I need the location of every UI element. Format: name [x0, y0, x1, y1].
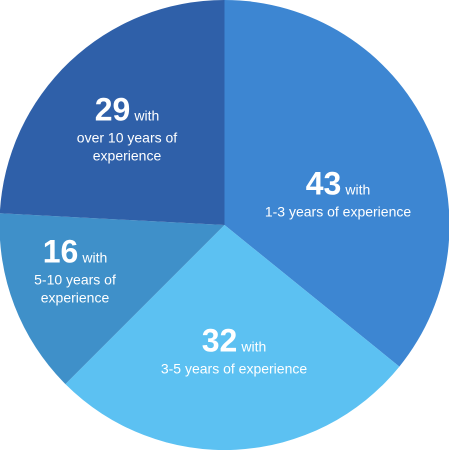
pie-slice	[224, 0, 449, 367]
label-head: 32 with	[134, 323, 334, 360]
connector: with	[82, 249, 108, 266]
label-head: 16 with	[25, 234, 125, 271]
slice-label: 16 with 5-10 years of experience	[25, 234, 125, 307]
slice-label: 43 with 1-3 years of experience	[238, 166, 438, 221]
pie-slice	[65, 225, 400, 450]
value-label: 29	[94, 91, 131, 128]
connector: with	[241, 338, 267, 355]
category-label: over 10 years of experience	[76, 129, 178, 164]
category-label: 1-3 years of experience	[264, 203, 412, 220]
pie-slice	[0, 213, 225, 385]
label-head: 29 with	[72, 92, 182, 129]
connector: with	[134, 107, 160, 124]
category-label: 3-5 years of experience	[160, 360, 308, 377]
connector: with	[345, 181, 371, 198]
value-label: 43	[305, 165, 342, 202]
value-label: 32	[201, 322, 238, 359]
slice-label: 29 with over 10 years of experience	[72, 92, 182, 165]
slice-label: 32 with 3-5 years of experience	[134, 323, 334, 378]
category-label: 5-10 years of experience	[34, 271, 116, 306]
label-head: 43 with	[238, 166, 438, 203]
value-label: 16	[42, 233, 79, 270]
pie-slice	[0, 0, 225, 225]
